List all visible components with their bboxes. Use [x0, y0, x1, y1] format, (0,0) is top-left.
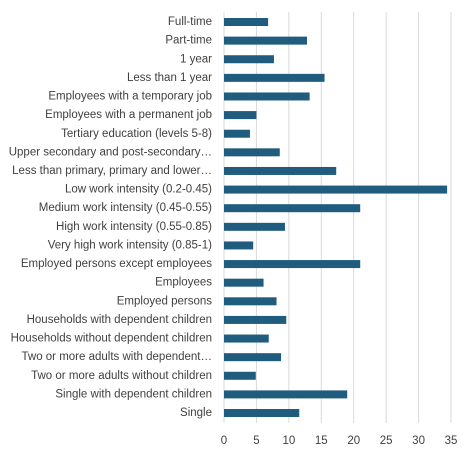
x-tick-label: 10	[282, 435, 295, 447]
bar	[224, 409, 300, 418]
gridlines	[223, 12, 452, 423]
category-label: Employees with a temporary job	[48, 91, 212, 103]
x-tick-label: 20	[347, 435, 360, 447]
x-tick-label: 0	[221, 435, 227, 447]
bar	[224, 148, 280, 157]
bar	[224, 315, 287, 324]
category-label: Upper secondary and post-secondary…	[9, 146, 212, 158]
bar	[224, 73, 325, 82]
category-label: Low work intensity (0.2-0.45)	[65, 184, 212, 196]
bar	[224, 92, 310, 101]
bar	[224, 204, 361, 213]
category-label: Employees with a permanent job	[45, 109, 212, 121]
category-label: Two or more adults with dependent…	[22, 351, 213, 363]
category-label: Part-time	[165, 35, 212, 47]
category-label: Single	[180, 407, 212, 419]
category-label: Two or more adults without children	[31, 370, 212, 382]
category-label: Employed persons except employees	[21, 258, 212, 270]
bar	[224, 222, 285, 231]
bar	[224, 18, 269, 26]
bar	[224, 55, 274, 64]
category-label: Less than primary, primary and lower…	[12, 165, 212, 177]
bar	[224, 353, 282, 362]
x-tick-label: 35	[445, 435, 458, 447]
category-label: Medium work intensity (0.45-0.55)	[39, 202, 212, 214]
category-label: Tertiary education (levels 5-8)	[61, 128, 212, 140]
x-axis-tick-labels: 0 5 10 15 20 25 30 35	[221, 435, 458, 447]
bar	[224, 111, 257, 120]
x-tick-label: 30	[412, 435, 425, 447]
bar	[224, 241, 254, 250]
bar	[224, 390, 348, 399]
bar	[224, 129, 250, 138]
category-label: Less than 1 year	[127, 72, 212, 84]
bars	[224, 18, 448, 418]
bar	[224, 371, 256, 380]
bar	[224, 278, 264, 287]
bar	[224, 36, 308, 45]
bar	[224, 260, 361, 269]
bar	[224, 334, 269, 343]
category-label: High work intensity (0.55-0.85)	[56, 221, 212, 233]
x-tick-label: 15	[315, 435, 328, 447]
category-label: Very high work intensity (0.85-1)	[48, 239, 212, 251]
x-tick-label: 25	[380, 435, 393, 447]
bar	[224, 297, 277, 306]
category-label: Single with dependent children	[55, 388, 212, 400]
category-label: Households without dependent children	[11, 333, 212, 345]
category-label: Full-time	[168, 16, 212, 28]
x-tick-label: 5	[253, 435, 259, 447]
category-label: Households with dependent children	[27, 314, 212, 326]
category-labels: Full-time Part-time 1 year Less than 1 year…	[9, 16, 213, 419]
bar	[224, 166, 337, 175]
category-label: Employed persons	[117, 295, 212, 307]
bar	[224, 185, 448, 194]
category-label: 1 year	[180, 53, 212, 65]
category-label: Employees	[155, 277, 212, 289]
